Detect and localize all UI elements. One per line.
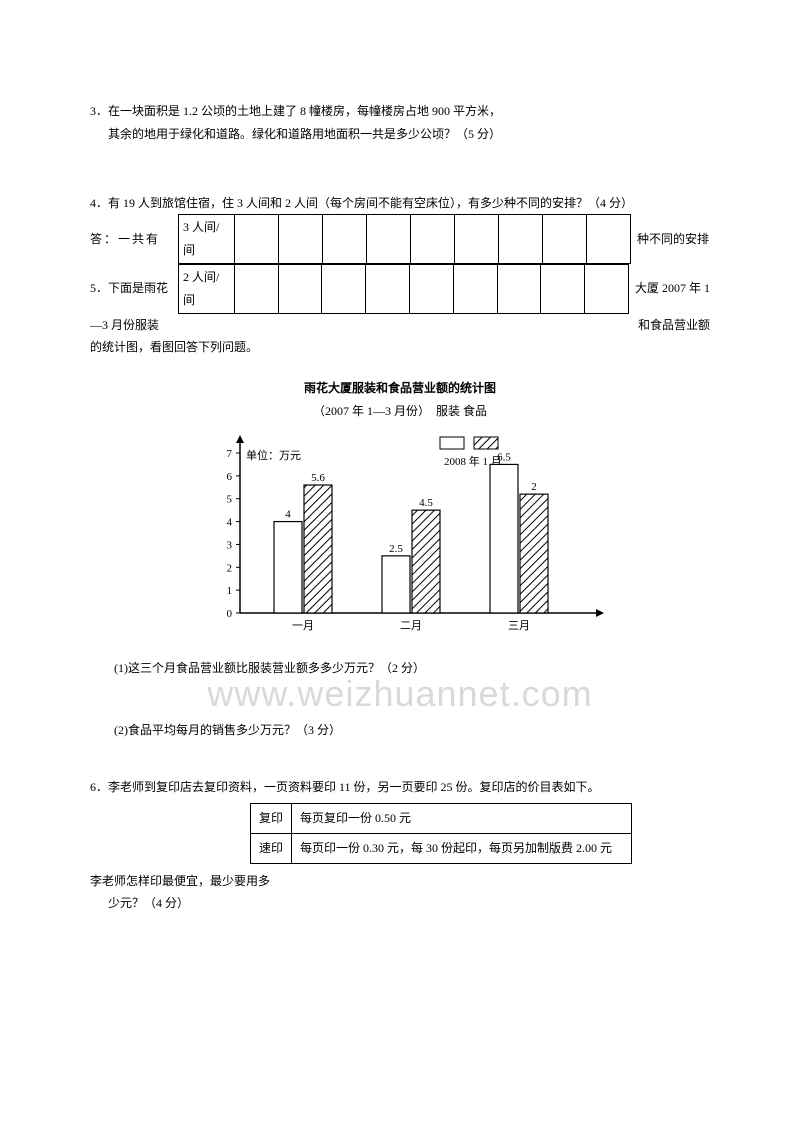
q4-text: 4．有 19 人到旅馆住宿，住 3 人间和 2 人间（每个房间不能有空床位），有…	[90, 192, 710, 215]
q4-row-2: 5．下面是雨花 2 人间/间 大厦 2007 年 1	[90, 264, 710, 314]
q5-sub2: (2)食品平均每月的销售多少万元？（3 分）	[114, 719, 710, 742]
svg-text:7: 7	[227, 448, 233, 460]
svg-text:2.5: 2.5	[389, 543, 403, 555]
q5-sub1: (1)这三个月食品营业额比服装营业额多多少万元？（2 分）	[114, 657, 710, 680]
q6-r1c2: 每页复印一份 0.50 元	[292, 803, 632, 833]
q4-tail3: 和食品营业额	[638, 314, 710, 337]
svg-text:2: 2	[227, 562, 233, 574]
svg-text:5.6: 5.6	[311, 472, 325, 484]
q4-table-2: 2 人间/间	[178, 264, 629, 314]
svg-text:二月: 二月	[400, 620, 422, 632]
q4-lead2: 5．下面是雨花	[90, 277, 178, 300]
q4-tail1: 种不同的安排	[631, 228, 709, 251]
svg-text:0: 0	[227, 608, 233, 620]
svg-text:4: 4	[285, 508, 291, 520]
svg-text:4.5: 4.5	[419, 497, 433, 509]
q6-r2c1: 速印	[251, 833, 292, 863]
q4-table: 3 人间/间	[178, 214, 631, 264]
svg-text:1: 1	[227, 585, 233, 597]
svg-text:2: 2	[531, 481, 537, 493]
q6-text: 6．李老师到复印店去复印资料，一页资料要印 11 份，另一页要印 25 份。复印…	[90, 776, 710, 799]
bar-chart: 2008 年 1 月单位：万元0123456745.6一月2.54.5二月6.5…	[190, 423, 610, 643]
question-4: 4．有 19 人到旅馆住宿，住 3 人间和 2 人间（每个房间不能有空床位），有…	[90, 192, 710, 360]
q6-price-table: 复印 每页复印一份 0.50 元 速印 每页印一份 0.30 元，每 30 份起…	[250, 803, 632, 864]
q4-lead3: —3 月份服装	[90, 314, 159, 337]
svg-text:3: 3	[227, 539, 233, 551]
svg-text:三月: 三月	[508, 620, 530, 632]
q4-lead1: 答：一共有	[90, 228, 178, 251]
q4-row2-head: 2 人间/间	[179, 264, 235, 313]
q6-r2c2: 每页印一份 0.30 元，每 30 份起印，每页另加制版费 2.00 元	[292, 833, 632, 863]
svg-text:6: 6	[227, 471, 233, 483]
q6-r1c1: 复印	[251, 803, 292, 833]
svg-text:一月: 一月	[292, 620, 314, 632]
svg-text:6.5: 6.5	[497, 451, 511, 463]
q4-row-3: —3 月份服装 和食品营业额	[90, 314, 710, 337]
q3-line2: 其余的地用于绿化和道路。绿化和道路用地面积一共是多少公顷？（5 分）	[90, 123, 710, 146]
chart-title: 雨花大厦服装和食品营业额的统计图	[90, 377, 710, 400]
q4-row1-head: 3 人间/间	[179, 215, 235, 264]
chart-subtitle: （2007 年 1—3 月份） 服装 食品	[90, 400, 710, 423]
q4-after: 的统计图，看图回答下列问题。	[90, 336, 710, 359]
q4-row-1: 答：一共有 3 人间/间 种不同的安排	[90, 214, 710, 264]
q6-after2: 少元？（4 分）	[90, 892, 710, 915]
question-3: 3．在一块面积是 1.2 公顷的土地上建了 8 幢楼房，每幢楼房占地 900 平…	[90, 100, 710, 146]
svg-text:5: 5	[227, 493, 233, 505]
q4-tail2: 大厦 2007 年 1	[629, 277, 710, 300]
q3-line1: 3．在一块面积是 1.2 公顷的土地上建了 8 幢楼房，每幢楼房占地 900 平…	[90, 100, 710, 123]
q6-after1: 李老师怎样印最便宜，最少要用多	[90, 870, 710, 893]
svg-text:4: 4	[227, 516, 233, 528]
chart-container: 2008 年 1 月单位：万元0123456745.6一月2.54.5二月6.5…	[190, 423, 610, 651]
question-6: 6．李老师到复印店去复印资料，一页资料要印 11 份，另一页要印 25 份。复印…	[90, 776, 710, 915]
svg-text:单位：万元: 单位：万元	[246, 448, 301, 462]
